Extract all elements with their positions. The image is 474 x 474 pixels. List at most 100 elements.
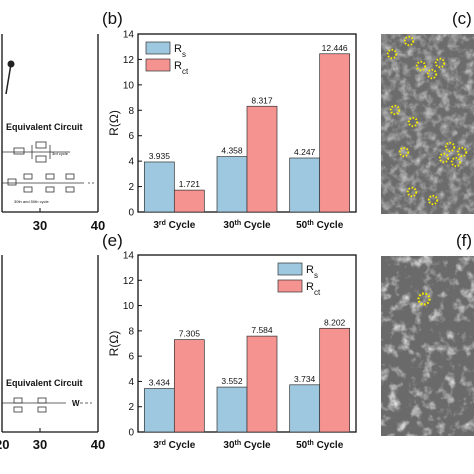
particle-marker	[386, 48, 398, 60]
equivalent-circuit-title: Equivalent Circuit	[6, 122, 83, 132]
data-label: 7.584	[251, 325, 273, 335]
marker-group	[386, 35, 468, 206]
legend-label: Rct	[306, 281, 321, 297]
sem-texture	[381, 34, 474, 214]
y-tick-label: 14	[123, 30, 135, 41]
left-bottom-tick-label: 40	[91, 437, 105, 452]
y-tick-label: 0	[128, 428, 134, 439]
y-tick-label: 6	[128, 352, 134, 363]
circuit-note: 30th and 50th cycle	[14, 199, 49, 204]
circuit-note: 3rd cycle	[52, 151, 69, 156]
x-tick-label: 3rd Cycle	[153, 220, 195, 232]
circuit-diagram-3	[2, 397, 92, 413]
x-tick-label: 50th Cycle	[296, 440, 344, 452]
particle-marker	[456, 146, 468, 158]
particle-marker	[438, 152, 450, 164]
particle-marker	[389, 104, 401, 116]
legend-swatch	[145, 41, 171, 55]
legend-label: Rs	[174, 43, 186, 59]
x-tick-label: 30th Cycle	[223, 220, 271, 232]
y-tick-label: 2	[128, 182, 134, 193]
bar-rs	[289, 157, 321, 213]
y-tick-label: 10	[123, 301, 135, 312]
bar-rs	[216, 386, 248, 433]
y-tick-label: 12	[123, 55, 135, 66]
y-tick-label: 2	[128, 402, 134, 413]
bar-rct	[319, 53, 351, 213]
particle-marker	[426, 68, 438, 80]
data-label: 4.247	[294, 147, 316, 157]
y-tick-label: 10	[123, 80, 135, 91]
left-top-tick-label: 30	[33, 218, 47, 233]
warburg-label: W	[72, 399, 80, 408]
bar-rs	[216, 156, 248, 213]
data-label: 3.434	[149, 378, 171, 388]
legend-label: Rs	[306, 264, 318, 280]
y-tick-label: 12	[123, 276, 135, 287]
data-label: 7.305	[179, 329, 201, 339]
data-label: 3.935	[149, 151, 171, 161]
left-top-tick-label: 40	[91, 218, 105, 233]
particle-marker	[415, 60, 427, 72]
left-bottom-tick-label: 30	[33, 437, 47, 452]
y-tick-label: 8	[128, 326, 134, 337]
particle-marker	[444, 141, 456, 153]
panel-label-b: (b)	[102, 9, 123, 28]
circuit-diagram-1	[2, 141, 70, 163]
bar-rct	[173, 339, 205, 433]
legend-swatch	[277, 262, 303, 276]
particle-marker	[427, 194, 439, 206]
bar-chart-b: 0 2 4 6 8 10 12 14 R(Ω) 3.935 1.721 3rd Cycle 4.358 8…	[107, 30, 357, 232]
bar-rs	[289, 384, 321, 433]
y-tick-label: 6	[128, 131, 134, 142]
circuit-diagram-2	[2, 173, 94, 193]
legend-swatch	[145, 58, 171, 72]
particle-marker	[450, 156, 462, 168]
particle-marker	[398, 146, 410, 158]
bar-rct	[173, 189, 205, 213]
particle-marker	[417, 292, 431, 306]
left-bottom-tick-label: 20	[0, 437, 9, 452]
marker-group	[417, 292, 431, 306]
data-label: 12.446	[322, 43, 348, 53]
nyquist-point	[7, 60, 15, 68]
left-panel-top: 30 40 Equivalent Circuit 3rd cycle 30th …	[1, 34, 105, 233]
sem-image-f	[381, 256, 474, 436]
left-panel-bottom: 20 30 40 Equivalent Circuit W	[0, 255, 105, 452]
data-label: 3.734	[294, 374, 316, 384]
legend-label: Rct	[174, 60, 189, 76]
bar-rs	[143, 161, 175, 213]
x-tick-label: 30th Cycle	[223, 440, 271, 452]
particle-marker	[403, 35, 415, 47]
sem-texture	[381, 256, 474, 436]
bar-rct	[246, 105, 278, 213]
panel-label-c: (c)	[452, 9, 472, 28]
bar-rct	[246, 335, 278, 433]
data-label: 3.552	[221, 376, 243, 386]
y-axis-label: R(Ω)	[107, 331, 121, 357]
bar-rct	[319, 327, 351, 433]
x-tick-label: 3rd Cycle	[153, 440, 195, 452]
x-tick-label: 50th Cycle	[296, 220, 344, 232]
nyquist-segment	[5, 63, 12, 95]
data-label: 8.317	[251, 95, 273, 105]
panel-label-e: (e)	[102, 231, 123, 250]
legend-swatch	[277, 279, 303, 293]
panel-label-f: (f)	[456, 231, 472, 250]
sem-image-c	[381, 34, 474, 214]
bar-chart-e: 0 2 4 6 8 10 12 14 R(Ω) 3.434 7.305 3rd Cycle 3.552 7…	[107, 251, 357, 452]
data-label: 4.358	[221, 146, 243, 156]
y-tick-label: 4	[128, 377, 134, 388]
particle-marker	[406, 186, 418, 198]
equivalent-circuit-title: Equivalent Circuit	[6, 378, 83, 388]
y-tick-label: 14	[123, 251, 135, 262]
y-tick-label: 0	[128, 208, 134, 219]
y-tick-label: 8	[128, 106, 134, 117]
bar-rs	[143, 388, 175, 433]
particle-marker	[434, 57, 446, 69]
particle-marker	[407, 116, 419, 128]
data-label: 1.721	[179, 179, 201, 189]
y-tick-label: 4	[128, 157, 134, 168]
y-axis-label: R(Ω)	[107, 110, 121, 136]
